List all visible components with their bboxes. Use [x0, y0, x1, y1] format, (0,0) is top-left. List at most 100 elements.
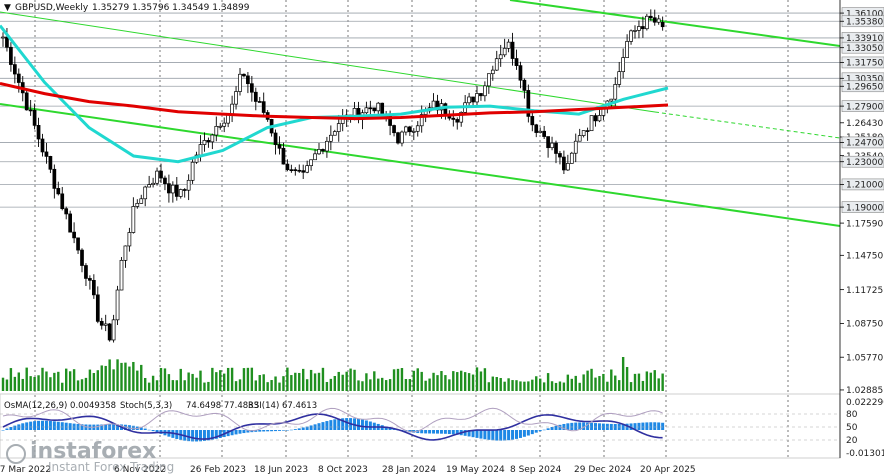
volume-bar [246, 367, 250, 391]
volume-bar [566, 374, 570, 391]
volume-bar [499, 378, 502, 391]
osma-bar [1, 430, 5, 431]
volume-bar [274, 376, 277, 391]
volume-bar [61, 382, 64, 391]
osma-bar [530, 430, 534, 435]
volume-bar [582, 374, 585, 391]
volume-bar [278, 382, 281, 391]
candle-body [28, 109, 33, 112]
candle-body [13, 64, 17, 75]
osma-bar [594, 423, 597, 430]
volume-bar [621, 357, 625, 391]
osma-bar [270, 430, 274, 432]
volume-bar [254, 380, 257, 391]
candle-body [44, 151, 49, 157]
osma-bar [37, 420, 41, 430]
osma-bar [420, 430, 424, 434]
price-tick-label: 1.30350 [846, 75, 883, 85]
osma-bar [301, 427, 305, 430]
volume-bar [128, 366, 131, 391]
volume-bar [317, 372, 321, 391]
osma-bar [483, 430, 487, 440]
osma-bar [210, 430, 214, 440]
time-tick-label: 8 Sep 2024 [510, 465, 562, 475]
volume-bar [562, 382, 566, 391]
symbol-label: GBPUSD,Weekly [15, 3, 89, 13]
osma-bar [412, 430, 416, 433]
volume-bar [290, 375, 293, 391]
volume-bar [108, 359, 111, 391]
osma-bar [293, 429, 297, 430]
volume-bar [140, 364, 143, 391]
osma-bar [309, 425, 313, 430]
candle-body [597, 115, 602, 122]
candle-body [95, 294, 100, 322]
candle-body [573, 140, 578, 154]
volume-bar [72, 369, 76, 391]
volume-bar [250, 367, 254, 391]
volume-bar [191, 373, 194, 391]
osma-bar [518, 430, 522, 438]
volume-bar [495, 377, 498, 391]
volume-bar [37, 375, 40, 391]
indicator-axis: 0.022290 80 50 20 -0.013010 [846, 398, 884, 459]
candle-body [487, 73, 491, 87]
stoch-values: 74.6498 77.4833 [186, 401, 259, 411]
osma-bar [428, 430, 432, 434]
volume-bar [436, 375, 439, 391]
candle-body [313, 153, 317, 161]
osma-bar [13, 425, 17, 430]
volume-bar [602, 373, 605, 391]
osma-bar [538, 430, 542, 432]
price-tick-label: 1.33910 [846, 34, 883, 44]
candle-body [131, 206, 136, 233]
price-tick-label: 1.21000 [846, 181, 883, 191]
price-tick-label: 1.05770 [846, 353, 883, 363]
volume-bar [45, 371, 48, 391]
candle-body [471, 96, 475, 103]
osma-bar [550, 427, 554, 430]
osma-bar [139, 427, 143, 430]
volume-bar [211, 367, 214, 391]
osma-bar [357, 418, 360, 430]
candle-body [301, 170, 306, 173]
volume-bar [349, 368, 352, 391]
trend-line [0, 11, 656, 113]
candle-body [376, 102, 381, 112]
volume-bar [144, 377, 147, 391]
candle-body [325, 140, 329, 152]
candle-body [305, 165, 309, 173]
volume-bar [5, 379, 9, 391]
time-axis: 27 Mar 2022 6 Nov 2022 26 Feb 2023 18 Jun 2… [0, 465, 696, 475]
candle-body [210, 134, 215, 143]
volume-bar [353, 369, 356, 391]
candle-body [637, 26, 641, 31]
osma-bar [116, 424, 120, 430]
osma-bar [657, 422, 661, 430]
osma-bar [487, 430, 491, 440]
volume-bar [76, 380, 80, 391]
candle-body [230, 103, 234, 115]
candle-body [115, 289, 120, 321]
candle-body [234, 91, 238, 105]
channel-upper-line [509, 0, 841, 47]
candle-body [99, 321, 104, 326]
trend-line-extension [654, 111, 841, 139]
volume-bar [515, 380, 518, 391]
volume-bar [554, 382, 558, 391]
osma-bar [637, 422, 641, 430]
osma-bar [325, 421, 329, 430]
candle-body [16, 73, 21, 83]
volume-bars [1, 357, 664, 391]
candle-body [479, 93, 483, 97]
candle-body [490, 69, 495, 75]
candle-body [246, 75, 250, 85]
volume-bar [49, 377, 52, 391]
candle-body [186, 179, 191, 191]
osma-bar [100, 424, 104, 430]
volume-bar [373, 371, 376, 391]
candle-body [178, 189, 183, 197]
indicator-tick-label: 50 [846, 423, 858, 433]
volume-bar [467, 373, 471, 391]
candle-body [506, 41, 511, 49]
